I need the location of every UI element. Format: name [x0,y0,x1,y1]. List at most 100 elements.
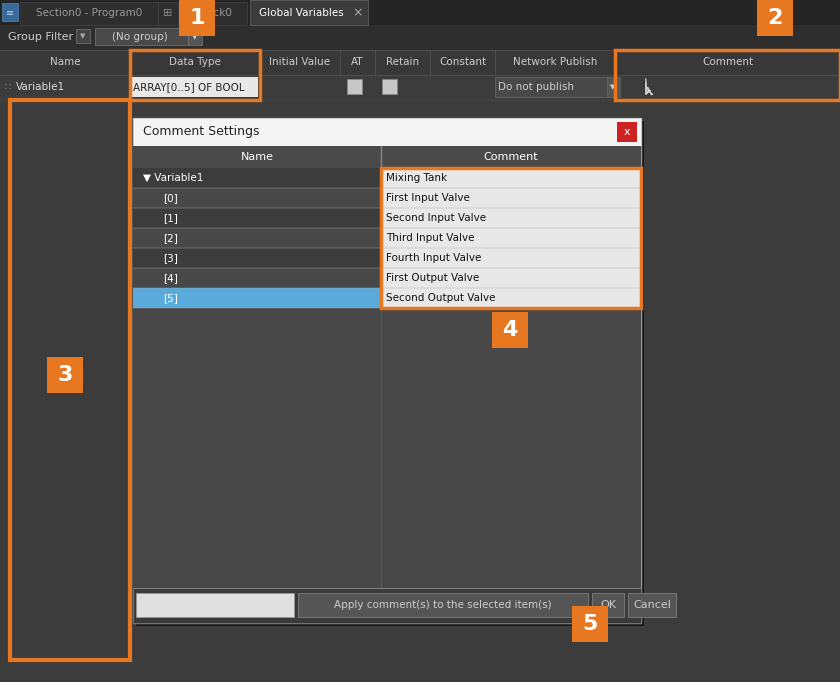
Text: Fourth Input Valve: Fourth Input Valve [386,253,481,263]
Text: ▼: ▼ [81,33,86,39]
Text: ×: × [353,7,363,20]
Bar [381,168,641,308]
Bar [179,0,215,36]
Text: ▼ Variable1: ▼ Variable1 [143,173,203,183]
Bar [133,146,641,168]
Bar [495,77,610,97]
Text: Constant: Constant [439,57,486,67]
Text: Mixing Tank: Mixing Tank [386,173,447,183]
Text: Initial Value: Initial Value [270,57,331,67]
Bar [188,28,202,45]
Bar [250,0,368,25]
Bar [298,593,588,617]
Bar [133,118,641,146]
Bar [95,28,190,45]
Text: ≡: ≡ [6,8,14,18]
Polygon shape [645,78,652,94]
Bar [133,208,381,228]
Bar [381,208,641,228]
Text: [1]: [1] [163,213,178,223]
Bar [47,357,83,393]
Polygon shape [645,78,653,95]
Bar [76,29,90,43]
Text: ▼: ▼ [611,84,616,90]
Text: 2: 2 [767,8,783,28]
Bar [133,248,381,268]
Bar [381,268,641,288]
Text: Comment Settings: Comment Settings [143,125,260,138]
Bar [133,118,641,623]
Bar [130,77,258,97]
Text: Apply comment(s) to the selected item(s): Apply comment(s) to the selected item(s) [334,600,552,610]
Text: Variable1: Variable1 [16,82,66,92]
Bar [130,50,260,100]
Text: Group Filter: Group Filter [8,32,73,42]
Bar [381,288,641,308]
Text: ▼: ▼ [192,34,197,40]
Bar [0,100,840,660]
Bar [607,77,620,97]
Bar [492,312,528,348]
Bar [133,168,381,188]
Text: (No group): (No group) [112,32,168,42]
Bar [381,248,641,268]
Bar [158,2,178,25]
Text: ⊞: ⊞ [163,8,173,18]
Bar [136,121,644,626]
Bar [592,593,624,617]
Bar [617,122,637,142]
Bar [382,79,397,94]
Bar [20,2,158,25]
Text: 1: 1 [189,8,205,28]
Text: 4: 4 [502,320,517,340]
Bar [133,268,381,288]
Text: ARRAY[0..5] OF BOOL: ARRAY[0..5] OF BOOL [133,82,244,92]
Text: [2]: [2] [163,233,178,243]
Text: 3: 3 [57,365,73,385]
Text: OK: OK [600,600,616,610]
Bar [0,75,840,100]
Text: Comment: Comment [484,152,538,162]
Text: Data Type: Data Type [169,57,221,67]
Bar [136,593,294,617]
Bar [628,593,676,617]
Text: Second Output Valve: Second Output Valve [386,293,496,303]
Bar [381,168,641,188]
Bar [0,0,840,25]
Text: 5: 5 [582,614,598,634]
Bar [757,0,793,36]
Bar [347,79,362,94]
Bar [615,50,840,100]
Text: Third Input Valve: Third Input Valve [386,233,475,243]
Text: Cancel: Cancel [633,600,671,610]
Bar [133,228,381,248]
Text: First Output Valve: First Output Valve [386,273,480,283]
Text: ∷: ∷ [4,82,10,92]
Text: Section0 - Program0: Section0 - Program0 [36,8,142,18]
Bar [182,2,247,25]
Bar [572,606,608,642]
Text: [3]: [3] [163,253,178,263]
Text: First Input Valve: First Input Valve [386,193,470,203]
Text: Name: Name [50,57,81,67]
Bar [133,288,381,308]
Text: [4]: [4] [163,273,178,283]
Text: Second Input Valve: Second Input Valve [386,213,486,223]
Bar [0,25,840,50]
Bar [133,588,641,623]
Text: Do not publish: Do not publish [498,82,574,92]
Text: Comment: Comment [702,57,753,67]
Text: [0]: [0] [163,193,178,203]
Text: Retain: Retain [386,57,419,67]
Bar [10,100,130,660]
Bar [133,188,381,208]
Text: x: x [623,127,630,137]
Text: Network Publish: Network Publish [512,57,597,67]
Bar [381,228,641,248]
Text: AT: AT [351,57,364,67]
Bar [0,50,840,75]
Text: [5]: [5] [163,293,178,303]
Text: Block0: Block0 [197,8,232,18]
Text: Global Variables: Global Variables [259,8,344,18]
Bar [133,308,641,588]
